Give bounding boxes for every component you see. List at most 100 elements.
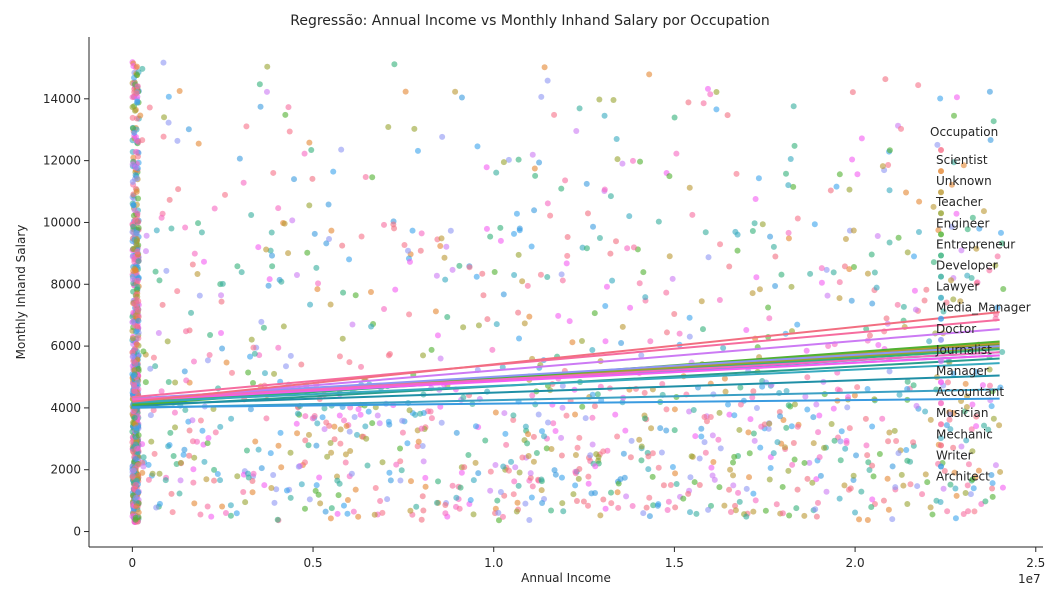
data-point bbox=[846, 425, 853, 432]
data-point bbox=[696, 455, 703, 462]
data-point bbox=[470, 511, 477, 518]
data-point bbox=[544, 419, 551, 426]
data-point bbox=[573, 498, 580, 505]
data-point bbox=[654, 502, 661, 509]
data-point bbox=[889, 463, 896, 470]
data-point bbox=[145, 461, 152, 468]
data-point bbox=[480, 292, 487, 299]
data-point bbox=[948, 223, 955, 230]
data-point bbox=[510, 412, 517, 419]
data-point bbox=[804, 475, 811, 482]
data-point bbox=[608, 500, 615, 507]
data-point bbox=[519, 278, 526, 285]
data-point bbox=[527, 470, 534, 477]
data-point bbox=[743, 485, 750, 492]
data-point bbox=[735, 489, 742, 496]
data-point bbox=[851, 392, 858, 399]
data-point bbox=[698, 425, 705, 432]
data-point bbox=[765, 425, 772, 432]
data-point bbox=[174, 288, 181, 295]
data-point bbox=[641, 415, 648, 422]
data-point bbox=[576, 105, 583, 112]
data-point bbox=[732, 228, 739, 235]
data-point bbox=[962, 380, 969, 387]
data-point bbox=[816, 412, 823, 419]
data-point bbox=[267, 450, 274, 457]
data-point bbox=[129, 448, 136, 455]
data-point bbox=[186, 452, 193, 459]
x-tick-label: 1.5 bbox=[665, 556, 684, 570]
data-point bbox=[132, 494, 139, 501]
data-point bbox=[563, 412, 570, 419]
data-point bbox=[467, 497, 474, 504]
data-point bbox=[129, 473, 136, 480]
data-point bbox=[555, 312, 562, 319]
x-tick-label: 0.5 bbox=[303, 556, 322, 570]
data-point bbox=[671, 114, 678, 121]
data-point bbox=[713, 106, 720, 113]
data-point bbox=[837, 457, 844, 464]
data-point bbox=[479, 270, 486, 277]
data-point bbox=[529, 151, 536, 158]
data-point bbox=[646, 494, 653, 501]
data-point bbox=[700, 100, 707, 107]
data-point bbox=[381, 221, 388, 228]
data-point bbox=[227, 512, 234, 519]
data-point bbox=[893, 438, 900, 445]
data-point bbox=[418, 425, 425, 432]
data-point bbox=[538, 476, 545, 483]
data-point bbox=[258, 465, 265, 472]
data-point bbox=[614, 489, 621, 496]
data-point bbox=[538, 487, 545, 494]
data-point bbox=[610, 96, 617, 103]
data-point bbox=[841, 263, 848, 270]
data-point bbox=[750, 430, 757, 437]
data-point bbox=[766, 315, 773, 322]
data-point bbox=[619, 323, 626, 330]
data-point bbox=[311, 413, 318, 420]
data-point bbox=[155, 329, 162, 336]
data-point bbox=[207, 331, 214, 338]
data-point bbox=[732, 507, 739, 514]
data-point bbox=[219, 503, 226, 510]
data-point bbox=[452, 88, 459, 95]
data-point bbox=[558, 271, 565, 278]
data-point bbox=[904, 457, 911, 464]
data-point bbox=[786, 512, 793, 519]
data-point bbox=[958, 247, 965, 254]
data-point bbox=[171, 409, 178, 416]
data-point bbox=[919, 491, 926, 498]
data-point bbox=[722, 388, 729, 395]
data-point bbox=[687, 509, 694, 516]
data-point bbox=[435, 478, 442, 485]
data-point bbox=[508, 458, 515, 465]
data-point bbox=[927, 504, 934, 511]
data-point bbox=[926, 338, 933, 345]
data-point bbox=[475, 470, 482, 477]
data-point bbox=[767, 464, 774, 471]
data-point bbox=[417, 247, 424, 254]
data-point bbox=[779, 510, 786, 517]
x-tick-label: 2.0 bbox=[846, 556, 865, 570]
data-point bbox=[566, 318, 573, 325]
data-point bbox=[981, 422, 988, 429]
data-point bbox=[140, 463, 147, 470]
data-point bbox=[968, 426, 975, 433]
data-point bbox=[753, 274, 760, 281]
data-point bbox=[663, 427, 670, 434]
data-point bbox=[767, 233, 774, 240]
data-point bbox=[422, 483, 429, 490]
data-point bbox=[165, 93, 172, 100]
data-point bbox=[150, 407, 157, 414]
data-point bbox=[134, 277, 141, 284]
data-point bbox=[167, 429, 174, 436]
y-tick-label: 14000 bbox=[43, 92, 81, 106]
data-point bbox=[526, 313, 533, 320]
data-point bbox=[733, 170, 740, 177]
data-point bbox=[505, 156, 512, 163]
data-point bbox=[965, 508, 972, 515]
data-point bbox=[713, 88, 720, 95]
data-point bbox=[762, 507, 769, 514]
data-point bbox=[911, 287, 918, 294]
data-point bbox=[519, 454, 526, 461]
